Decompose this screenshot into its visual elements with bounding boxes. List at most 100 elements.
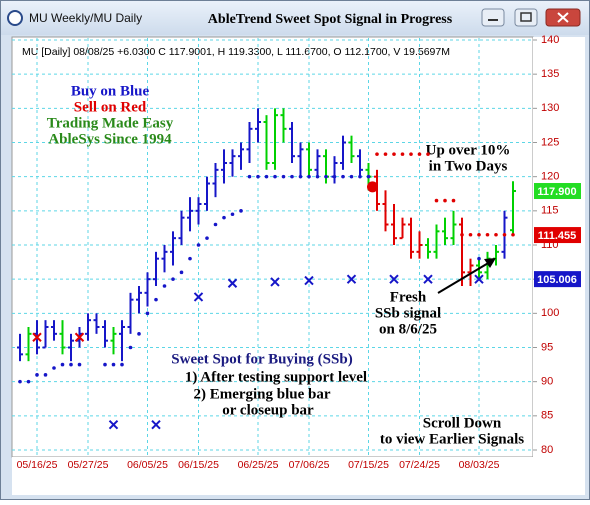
stop-dot <box>511 232 515 237</box>
stop-dot <box>468 232 473 237</box>
stop-dot <box>128 345 133 350</box>
y-tick-label: 115 <box>541 205 559 217</box>
annotation-arrow <box>437 261 491 294</box>
annotation: on 8/6/25 <box>379 321 437 337</box>
stop-dot <box>145 311 150 316</box>
stop-dot <box>341 174 345 179</box>
stop-dot <box>239 209 243 213</box>
stop-dot <box>494 232 498 237</box>
stop-dot <box>434 198 439 203</box>
annotation: Buy on Blue <box>71 83 150 99</box>
y-tick-label: 80 <box>541 444 553 456</box>
y-tick-label: 135 <box>541 68 559 80</box>
x-tick-label: 07/24/25 <box>399 459 440 471</box>
stop-dot <box>196 243 201 247</box>
maximize-button[interactable] <box>514 8 538 27</box>
stop-dot <box>485 232 490 237</box>
annotation: Up over 10% <box>426 142 511 158</box>
stop-dot <box>443 198 447 203</box>
stop-dot <box>103 362 107 367</box>
price-marker-label: 111.455 <box>538 230 577 242</box>
x-tick-label: 06/15/25 <box>178 459 219 471</box>
y-tick-label: 140 <box>541 34 559 46</box>
stop-dot <box>392 152 396 156</box>
y-axis-area <box>533 37 585 457</box>
stop-dot <box>69 362 73 367</box>
price-marker-label: 117.900 <box>537 186 576 198</box>
stop-dot <box>256 174 260 179</box>
stop-dot <box>35 373 39 377</box>
stop-dot <box>18 379 22 384</box>
stop-dot <box>162 284 167 288</box>
stop-dot <box>349 174 354 179</box>
sell-signal <box>367 181 378 193</box>
y-tick-label: 85 <box>541 410 553 422</box>
arrow-head <box>484 258 496 268</box>
maximize-icon <box>520 12 532 22</box>
support-cross <box>346 274 357 284</box>
plot-area <box>11 36 534 458</box>
support-cross <box>151 420 161 430</box>
stop-dot <box>52 366 56 370</box>
annotation: in Two Days <box>429 158 508 174</box>
annotation: Trading Made Easy <box>47 115 174 131</box>
y-tick-label: 130 <box>541 102 559 114</box>
support-cross <box>227 278 238 288</box>
y-tick-label: 100 <box>541 307 559 319</box>
annotation: SSb signal <box>375 305 441 321</box>
y-tick-label: 95 <box>541 341 553 353</box>
price-marker <box>534 227 581 244</box>
stop-dot <box>383 152 388 156</box>
stop-dot <box>273 174 277 179</box>
y-tick-label: 90 <box>541 376 553 388</box>
price-marker <box>534 271 581 288</box>
stop-dot <box>77 362 82 367</box>
stop-dot <box>222 215 226 220</box>
stop-dot <box>43 373 48 377</box>
x-tick-label: 06/25/25 <box>238 459 279 471</box>
annotation: Scroll Down <box>423 415 502 431</box>
minimize-button[interactable] <box>481 8 505 27</box>
stop-dot <box>281 174 286 179</box>
x-tick-label: 05/27/25 <box>68 459 109 471</box>
stop-dot <box>137 332 141 336</box>
annotation: Sell on Red <box>74 99 147 115</box>
stop-dot <box>315 174 320 179</box>
annotation: or closeup bar <box>222 402 314 418</box>
stop-dot <box>298 174 303 179</box>
support-cross <box>304 275 314 286</box>
x-tick-label: 05/16/25 <box>17 459 58 471</box>
x-tick-label: 08/03/25 <box>459 459 500 471</box>
stop-dot <box>417 152 422 156</box>
stop-dot <box>358 174 362 179</box>
stop-dot <box>477 232 481 237</box>
stop-dot <box>230 212 235 217</box>
annotation: 1) After testing support level <box>185 369 367 385</box>
annotation: 2) Emerging blue bar <box>193 386 330 402</box>
support-cross <box>32 332 42 342</box>
stop-dot <box>307 174 311 179</box>
stop-dot <box>26 379 31 384</box>
stop-dot <box>375 152 379 156</box>
support-cross <box>193 292 204 302</box>
stop-dot <box>332 174 337 179</box>
chart-title: AbleTrend Sweet Spot Signal in Progress <box>208 12 453 27</box>
stop-dot <box>324 174 328 179</box>
stop-dot <box>179 270 184 275</box>
stop-dot <box>290 174 294 179</box>
x-tick-label: 06/05/25 <box>127 459 168 471</box>
stop-dot <box>205 236 209 240</box>
info-line: MU [Daily] 08/08/25 +6.0300 C 117.9001, … <box>22 46 450 58</box>
stop-dot <box>120 362 124 367</box>
x-axis-area <box>12 457 585 495</box>
app-icon <box>7 10 23 26</box>
stop-dot <box>451 198 456 203</box>
annotation: Sweet Spot for Buying (SSb) <box>171 351 352 367</box>
stop-dot <box>188 256 192 261</box>
annotation: to view Earlier Signals <box>380 431 524 447</box>
y-tick-label: 120 <box>541 171 559 183</box>
stop-dot <box>264 174 269 179</box>
support-cross <box>423 274 433 284</box>
stop-dot <box>111 362 116 367</box>
